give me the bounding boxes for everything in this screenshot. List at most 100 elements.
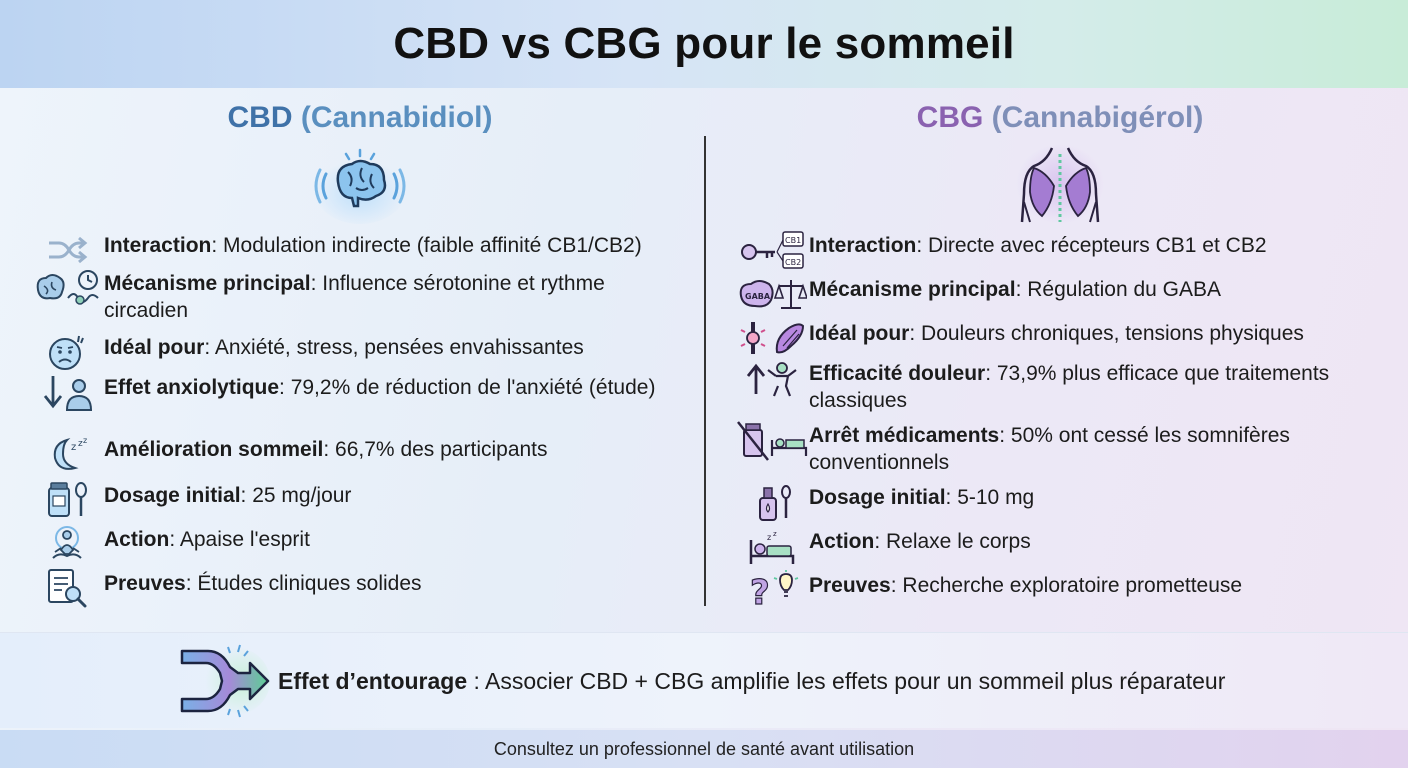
svg-text:z: z — [773, 530, 777, 538]
item-description: : 73,9% plus efficace que traitements cl… — [809, 362, 1330, 412]
brain-balance-icon: GABA — [735, 274, 809, 314]
dropper-spoon-icon — [735, 482, 809, 522]
item-text: Preuves: Études cliniques solides — [104, 568, 684, 597]
item-text: Amélioration sommeil: 66,7% des particip… — [104, 434, 684, 463]
item-label: Dosage initial — [809, 486, 946, 509]
item-description: : Directe avec récepteurs CB1 et CB2 — [916, 234, 1267, 257]
cbg-title: CBG (Cannabigérol) — [735, 96, 1385, 140]
cbg-item-evidence: ? Preuves: Recherche exploratoire promet… — [735, 570, 1369, 610]
item-description: : 66,7% des participants — [323, 438, 548, 461]
item-label: Preuves — [809, 574, 891, 597]
svg-text:GABA: GABA — [745, 292, 771, 301]
item-text: Dosage initial: 5-10 mg — [809, 482, 1369, 511]
item-text: Action: Apaise l'esprit — [104, 524, 684, 553]
item-text: Preuves: Recherche exploratoire promette… — [809, 570, 1369, 599]
item-label: Amélioration sommeil — [104, 438, 324, 461]
worried-face-icon — [30, 332, 104, 372]
svg-text:CB1: CB1 — [785, 236, 801, 245]
item-description: : Études cliniques solides — [185, 572, 422, 595]
pill-bottle-spoon-icon — [30, 480, 104, 520]
meditation-icon — [30, 524, 104, 564]
item-label: Effet anxiolytique — [104, 376, 280, 399]
key-receptor-icon: CB1 CB2 — [735, 230, 809, 270]
svg-text:CB2: CB2 — [785, 258, 801, 267]
item-text: Interaction: Directe avec récepteurs CB1… — [809, 230, 1369, 259]
item-text: Idéal pour: Douleurs chroniques, tension… — [809, 318, 1369, 347]
up-arrow-strong-icon — [735, 358, 809, 398]
brain-icon — [312, 144, 408, 224]
item-text: Action: Relaxe le corps — [809, 526, 1369, 555]
cbg-item-med-stop: Arrêt médicaments: 50% ont cessé les som… — [735, 420, 1369, 476]
item-label: Action — [104, 528, 170, 551]
item-text: Arrêt médicaments: 50% ont cessé les som… — [809, 420, 1369, 476]
column-divider — [704, 136, 706, 606]
cbd-item-interaction: Interaction: Modulation indirecte (faibl… — [30, 230, 684, 270]
cbd-item-mechanism: Mécanisme principal: Influence sérotonin… — [30, 268, 684, 324]
svg-text:z: z — [71, 442, 76, 453]
item-description: : Influence sérotonine et rythme circadi… — [104, 272, 605, 322]
cbd-column: CBD (Cannabidiol) Interaction: Modulatio… — [30, 96, 690, 616]
item-label: Mécanisme principal — [104, 272, 311, 295]
cbd-item-anxiolytic: Effet anxiolytique: 79,2% de réduction d… — [30, 372, 684, 412]
item-description: : Apaise l'esprit — [169, 528, 310, 551]
page-title: CBD vs CBG pour le sommeil — [393, 19, 1015, 68]
cbg-item-ideal: Idéal pour: Douleurs chroniques, tension… — [735, 318, 1369, 358]
item-description: : Recherche exploratoire prometteuse — [890, 574, 1243, 597]
item-label: Efficacité douleur — [809, 362, 986, 385]
cbd-item-evidence: Preuves: Études cliniques solides — [30, 568, 684, 608]
item-text: Idéal pour: Anxiété, stress, pensées env… — [104, 332, 684, 361]
item-description: : 5-10 mg — [945, 486, 1035, 509]
footer-disclaimer: Consultez un professionnel de santé avan… — [493, 738, 915, 759]
item-text: Interaction: Modulation indirecte (faibl… — [104, 230, 684, 259]
item-description: : Modulation indirecte (faible affinité … — [211, 234, 642, 257]
item-label: Preuves — [104, 572, 186, 595]
down-arrow-person-icon — [30, 372, 104, 412]
merge-arrow-icon — [178, 643, 270, 719]
item-description: : 25 mg/jour — [240, 484, 352, 507]
cbg-item-mechanism: GABA Mécanisme principal: Régulation du … — [735, 274, 1369, 314]
cbg-column: CBG (Cannabigérol) CB1 CB2 Interaction: D… — [735, 96, 1385, 616]
cbg-item-interaction: CB1 CB2 Interaction: Directe avec récepte… — [735, 230, 1369, 270]
item-text: Dosage initial: 25 mg/jour — [104, 480, 684, 509]
item-text: Mécanisme principal: Régulation du GABA — [809, 274, 1369, 303]
brain-rhythm-icon — [30, 268, 104, 308]
item-label: Action — [809, 530, 875, 553]
muscle-torso-icon — [1012, 142, 1108, 226]
cbg-name: CBG — [916, 101, 984, 134]
shuffle-icon — [30, 230, 104, 270]
item-description: : 79,2% de réduction de l'anxiété (étude… — [279, 376, 656, 399]
item-description: : Anxiété, stress, pensées envahissantes — [204, 336, 584, 359]
item-text: Effet anxiolytique: 79,2% de réduction d… — [104, 372, 684, 401]
item-label: Dosage initial — [104, 484, 241, 507]
header: CBD vs CBG pour le sommeil — [0, 0, 1408, 88]
no-pills-bed-icon — [735, 420, 809, 461]
joint-muscle-icon — [735, 318, 809, 358]
document-search-icon — [30, 568, 104, 608]
item-description: : 50% ont cessé les somnifères conventio… — [809, 424, 1290, 474]
item-description: : Relaxe le corps — [874, 530, 1031, 553]
item-description: : Régulation du GABA — [1015, 278, 1222, 301]
cbg-item-pain-efficacy: Efficacité douleur: 73,9% plus efficace … — [735, 358, 1369, 414]
footer: Consultez un professionnel de santé avan… — [0, 730, 1408, 768]
item-text: Mécanisme principal: Influence sérotonin… — [104, 268, 684, 324]
cbd-item-dosage: Dosage initial: 25 mg/jour — [30, 480, 684, 520]
item-text: Efficacité douleur: 73,9% plus efficace … — [809, 358, 1369, 414]
item-label: Arrêt médicaments — [809, 424, 1000, 447]
cbd-fullname: (Cannabidiol) — [300, 101, 493, 134]
question-bulb-icon: ? — [735, 570, 809, 610]
cbd-title: CBD (Cannabidiol) — [30, 96, 690, 140]
item-label: Interaction — [104, 234, 212, 257]
entourage-text: Effet d’entourage : Associer CBD + CBG a… — [278, 668, 1226, 694]
svg-text:?: ? — [750, 573, 770, 610]
svg-text:z: z — [83, 436, 87, 445]
cbd-item-ideal: Idéal pour: Anxiété, stress, pensées env… — [30, 332, 684, 372]
cbg-fullname: (Cannabigérol) — [991, 101, 1204, 134]
entourage-banner: Effet d’entourage : Associer CBD + CBG a… — [0, 632, 1408, 728]
cbd-name: CBD — [227, 101, 293, 134]
item-label: Idéal pour — [104, 336, 205, 359]
svg-text:z: z — [767, 533, 771, 542]
